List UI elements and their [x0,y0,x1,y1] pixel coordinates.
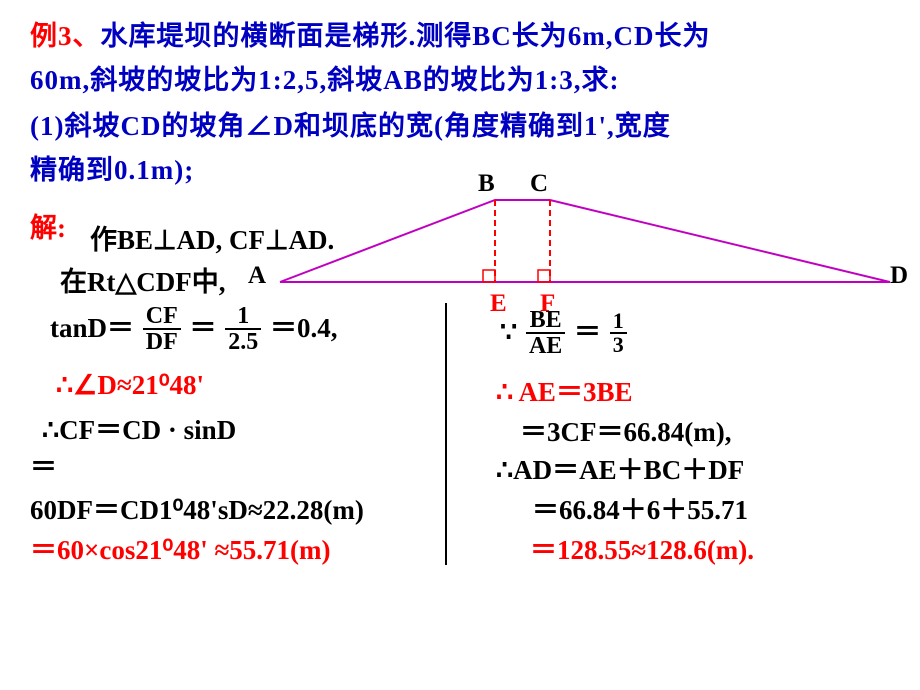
solution-label: 解: [30,212,66,244]
equation-cos: ＝60×cos21⁰48' ≈55.71(m) [30,528,331,567]
trapezoid-outline [280,200,890,282]
equals-1: ＝ [190,313,217,343]
fraction-be-ae: BEAE [526,308,565,358]
problem-text-1: 水库堤坝的横断面是梯形.测得BC长为6m,CD长为 [101,21,711,51]
equation-df-overlap: 60DF＝CD1⁰48'sD≈22.28(m) [30,488,364,527]
equals-2: ＝ [574,317,601,347]
equation-final: ＝128.55≈128.6(m). [530,528,754,567]
solution-step-2: 在Rt△CDF中, [60,260,226,299]
trapezoid-diagram [270,190,900,290]
right-angle-f [538,270,550,282]
solution-step-1: 作BE⊥AD, CF⊥AD. [90,218,334,257]
tan-suffix: ＝0.4, [270,313,338,343]
since-symbol: ∵ [500,317,517,347]
problem-line-2: 60m,斜坡的坡比为1:2,5,斜坡AB的坡比为1:3,求: [30,58,619,97]
column-divider [445,303,447,565]
vertex-label-a: A [248,262,266,290]
tan-prefix: tanD＝ [50,313,134,343]
example-label: 例3、 [30,21,101,51]
equation-ad: ∴AD＝AE＋BC＋DF [496,448,744,487]
equation-tan-d: tanD＝ CFDF ＝ 12.5 ＝0.4, [50,306,338,356]
problem-line-1: 例3、水库堤坝的横断面是梯形.测得BC长为6m,CD长为 [30,14,711,53]
problem-line-3: (1)斜坡CD的坡角∠D和坝底的宽(角度精确到1',宽度 [30,104,671,143]
equation-angle-d: ∴∠D≈21⁰48' [56,370,204,401]
equals-alone: ＝ [30,445,57,484]
fraction-1-2p5: 12.5 [225,304,261,354]
equation-sum: ＝66.84＋6＋55.71 [532,488,748,527]
equation-be-ae: ∵ BEAE ＝ 13 [500,310,629,360]
problem-line-4: 精确到0.1m); [30,148,194,187]
right-angle-e [483,270,495,282]
equation-ae: ∴ AE＝3BE [496,370,632,409]
equation-3cf: ＝3CF＝66.84(m), [520,410,731,449]
fraction-cf-df: CFDF [143,304,181,354]
fraction-1-3: 13 [610,310,627,356]
equation-cf: ∴CF＝CD · sinD [42,408,236,447]
